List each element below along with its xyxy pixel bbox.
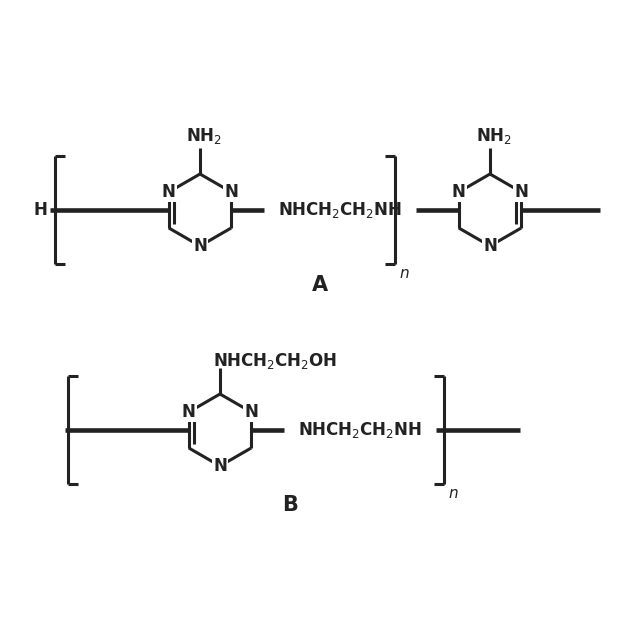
Text: NHCH$_2$CH$_2$NH: NHCH$_2$CH$_2$NH: [298, 420, 422, 440]
Text: n: n: [448, 486, 458, 501]
Text: N: N: [193, 237, 207, 255]
Text: N: N: [224, 183, 238, 201]
Text: H: H: [33, 201, 47, 219]
Text: N: N: [514, 183, 528, 201]
Text: B: B: [282, 495, 298, 515]
Text: NH$_2$: NH$_2$: [476, 126, 512, 146]
Text: NH$_2$: NH$_2$: [186, 126, 222, 146]
Text: N: N: [483, 237, 497, 255]
Text: A: A: [312, 275, 328, 295]
Text: N: N: [452, 183, 466, 201]
Text: N: N: [244, 403, 258, 421]
Text: n: n: [399, 266, 408, 281]
Text: N: N: [182, 403, 196, 421]
Text: N: N: [162, 183, 176, 201]
Text: NHCH$_2$CH$_2$NH: NHCH$_2$CH$_2$NH: [278, 200, 402, 220]
Text: NHCH$_2$CH$_2$OH: NHCH$_2$CH$_2$OH: [213, 351, 337, 371]
Text: N: N: [213, 457, 227, 475]
